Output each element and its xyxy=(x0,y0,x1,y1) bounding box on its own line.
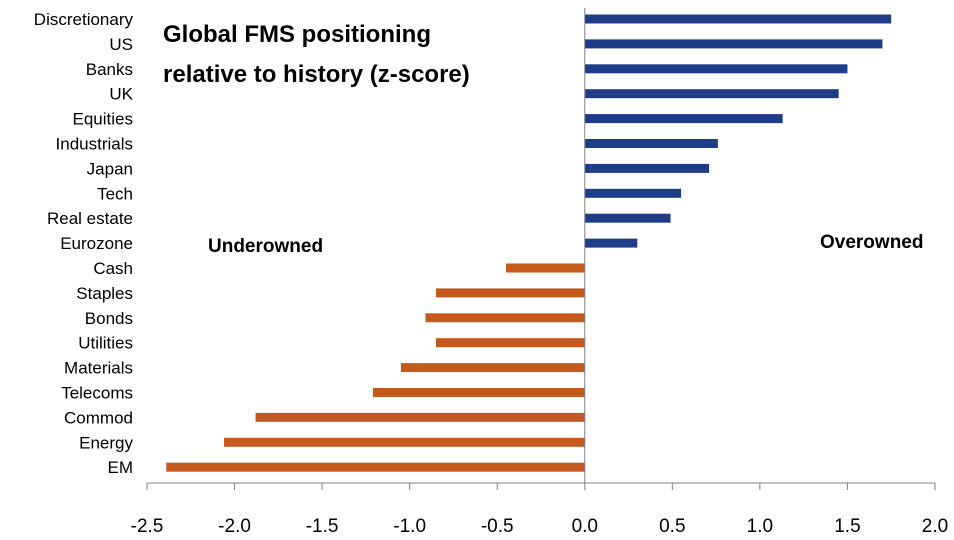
title-line-2: relative to history (z-score) xyxy=(163,61,470,88)
x-tick-label: -1.0 xyxy=(393,516,426,537)
x-tick-label: 0.5 xyxy=(659,516,685,537)
category-labels-group: Discretionary US Banks UK Equities Industrial… xyxy=(34,10,134,477)
category-label: Materials xyxy=(64,359,133,378)
bar-utilities xyxy=(435,338,585,348)
x-ticks-group: -2.5 -2.0 -1.5 -1.0 -0.5 0.0 0.5 1.0 1.5 2.0 xyxy=(131,483,948,537)
x-tick-label: -2.5 xyxy=(131,516,164,537)
title-line-1: Global FMS positioning xyxy=(163,21,431,48)
category-label: US xyxy=(109,35,133,54)
category-label: Banks xyxy=(86,60,133,79)
bar-tech xyxy=(584,188,682,198)
category-label: Industrials xyxy=(56,135,133,154)
category-label: Equities xyxy=(73,110,133,129)
bar-bonds xyxy=(425,313,585,323)
category-label: Commod xyxy=(64,408,133,427)
x-tick-label: 1.5 xyxy=(834,516,860,537)
category-label: Eurozone xyxy=(60,234,133,253)
category-label: Cash xyxy=(93,259,133,278)
bar-cash xyxy=(505,263,585,273)
x-tick-label: -2.0 xyxy=(218,516,251,537)
bar-materials xyxy=(400,363,585,373)
category-label: Real estate xyxy=(47,209,133,228)
x-tick-label: 2.0 xyxy=(922,516,948,537)
bar-energy xyxy=(224,437,585,447)
category-label: Staples xyxy=(76,284,133,303)
bar-industrials xyxy=(584,139,718,148)
x-tick-label: -0.5 xyxy=(481,516,514,537)
bar-eurozone xyxy=(584,238,638,248)
category-label: EM xyxy=(108,458,134,477)
bar-uk xyxy=(584,89,839,99)
bar-discretionary xyxy=(584,14,892,24)
bar-equities xyxy=(584,114,783,124)
bar-telecoms xyxy=(372,388,585,397)
bar-real-estate xyxy=(584,213,671,223)
chart-title: Global FMS positioning relative to histo… xyxy=(163,21,470,88)
bar-em xyxy=(166,462,585,472)
underowned-annotation: Underowned xyxy=(208,236,323,257)
category-label: Bonds xyxy=(85,309,133,328)
category-label: Japan xyxy=(87,159,133,178)
category-label: Discretionary xyxy=(34,10,134,29)
category-label: UK xyxy=(109,85,133,104)
x-tick-label: 1.0 xyxy=(747,516,773,537)
category-label: Energy xyxy=(79,433,133,452)
bar-japan xyxy=(584,163,710,173)
bar-staples xyxy=(435,288,585,298)
category-label: Utilities xyxy=(78,334,133,353)
category-label: Tech xyxy=(97,184,133,203)
bar-us xyxy=(584,39,883,49)
overowned-annotation: Overowned xyxy=(820,232,923,253)
bar-commod xyxy=(255,412,585,422)
bar-banks xyxy=(584,64,848,74)
x-tick-label: -1.5 xyxy=(306,516,339,537)
category-label: Telecoms xyxy=(61,384,133,403)
x-tick-label: 0.0 xyxy=(572,516,598,537)
bars-group xyxy=(166,14,892,472)
